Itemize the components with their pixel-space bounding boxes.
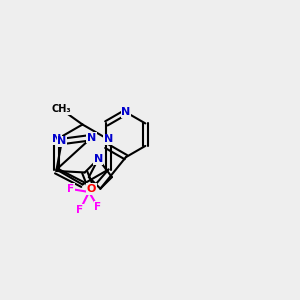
Text: N: N: [87, 133, 96, 142]
Text: N: N: [57, 136, 66, 146]
Text: O: O: [87, 184, 96, 194]
Text: N: N: [52, 134, 61, 145]
Text: CH₃: CH₃: [52, 104, 71, 115]
Text: N: N: [104, 134, 113, 145]
Text: F: F: [94, 202, 101, 212]
Text: F: F: [76, 205, 83, 215]
Text: N: N: [94, 154, 103, 164]
Text: N: N: [121, 107, 130, 117]
Text: F: F: [68, 184, 74, 194]
